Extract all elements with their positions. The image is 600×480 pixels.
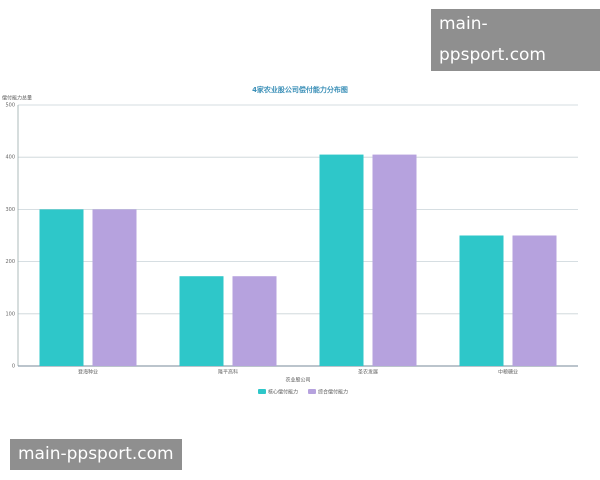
x-tick-label: 隆平高科 [218, 369, 238, 376]
y-tick-label: 300 [5, 207, 15, 213]
watermark: main-ppsport.com [431, 9, 600, 71]
watermark: main-ppsport.com [10, 439, 182, 470]
y-tick-label: 0 [12, 364, 15, 370]
y-axis-label: 偿付能力总量 [2, 95, 32, 102]
bar [232, 276, 277, 366]
y-tick-label: 200 [5, 259, 15, 265]
bar [39, 209, 84, 366]
y-tick-label: 500 [5, 103, 15, 109]
x-tick-label: 登海种业 [78, 369, 98, 376]
bar [372, 154, 417, 366]
bar [319, 154, 364, 366]
bar [92, 209, 137, 366]
x-tick-label: 圣农发展 [358, 369, 378, 376]
legend-swatch [258, 389, 266, 394]
chart-title: 4家农业股公司偿付能力分布图 [252, 85, 348, 94]
x-tick-label: 中粮糖业 [498, 369, 518, 376]
legend-swatch [308, 389, 316, 394]
x-axis-label: 农业股公司 [285, 377, 310, 384]
bar [179, 276, 224, 366]
legend-label: 综合偿付能力 [318, 389, 348, 396]
bar [512, 235, 557, 366]
y-tick-label: 400 [5, 155, 15, 161]
bar [459, 235, 504, 366]
legend-label: 核心偿付能力 [268, 389, 298, 396]
y-tick-label: 100 [5, 311, 15, 317]
